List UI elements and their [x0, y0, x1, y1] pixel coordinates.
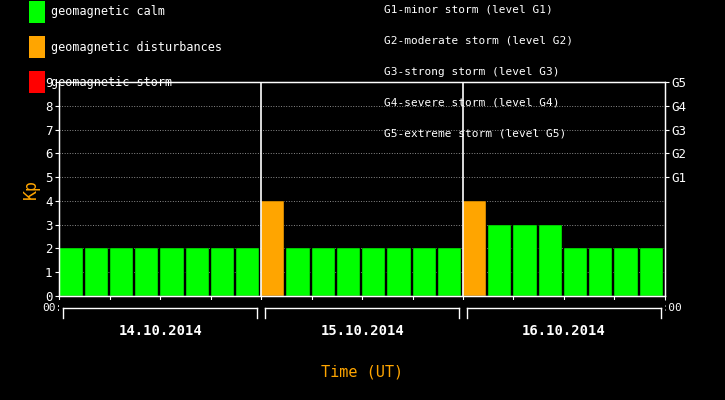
- Bar: [160, 248, 183, 296]
- Bar: [186, 248, 209, 296]
- Bar: [513, 225, 536, 296]
- Text: 16.10.2014: 16.10.2014: [522, 324, 606, 338]
- Bar: [463, 201, 486, 296]
- Bar: [362, 248, 386, 296]
- Bar: [488, 225, 511, 296]
- Bar: [286, 248, 310, 296]
- Text: 14.10.2014: 14.10.2014: [118, 324, 202, 338]
- Bar: [135, 248, 158, 296]
- Bar: [413, 248, 436, 296]
- Bar: [211, 248, 234, 296]
- Text: G3-strong storm (level G3): G3-strong storm (level G3): [384, 67, 560, 77]
- Bar: [236, 248, 260, 296]
- Text: 15.10.2014: 15.10.2014: [320, 324, 404, 338]
- Bar: [387, 248, 410, 296]
- Text: G5-extreme storm (level G5): G5-extreme storm (level G5): [384, 128, 566, 138]
- Text: G1-minor storm (level G1): G1-minor storm (level G1): [384, 5, 553, 15]
- Bar: [85, 248, 108, 296]
- Text: geomagnetic storm: geomagnetic storm: [51, 76, 172, 89]
- Text: geomagnetic calm: geomagnetic calm: [51, 6, 165, 18]
- Bar: [539, 225, 562, 296]
- Bar: [59, 248, 83, 296]
- Bar: [312, 248, 335, 296]
- Bar: [438, 248, 461, 296]
- Text: G2-moderate storm (level G2): G2-moderate storm (level G2): [384, 36, 573, 46]
- Text: G4-severe storm (level G4): G4-severe storm (level G4): [384, 97, 560, 107]
- Y-axis label: Kp: Kp: [22, 179, 39, 199]
- Bar: [564, 248, 587, 296]
- Bar: [639, 248, 663, 296]
- Bar: [589, 248, 613, 296]
- Text: Time (UT): Time (UT): [321, 364, 403, 380]
- Bar: [110, 248, 133, 296]
- Bar: [261, 201, 284, 296]
- Bar: [337, 248, 360, 296]
- Text: geomagnetic disturbances: geomagnetic disturbances: [51, 41, 222, 54]
- Bar: [614, 248, 637, 296]
